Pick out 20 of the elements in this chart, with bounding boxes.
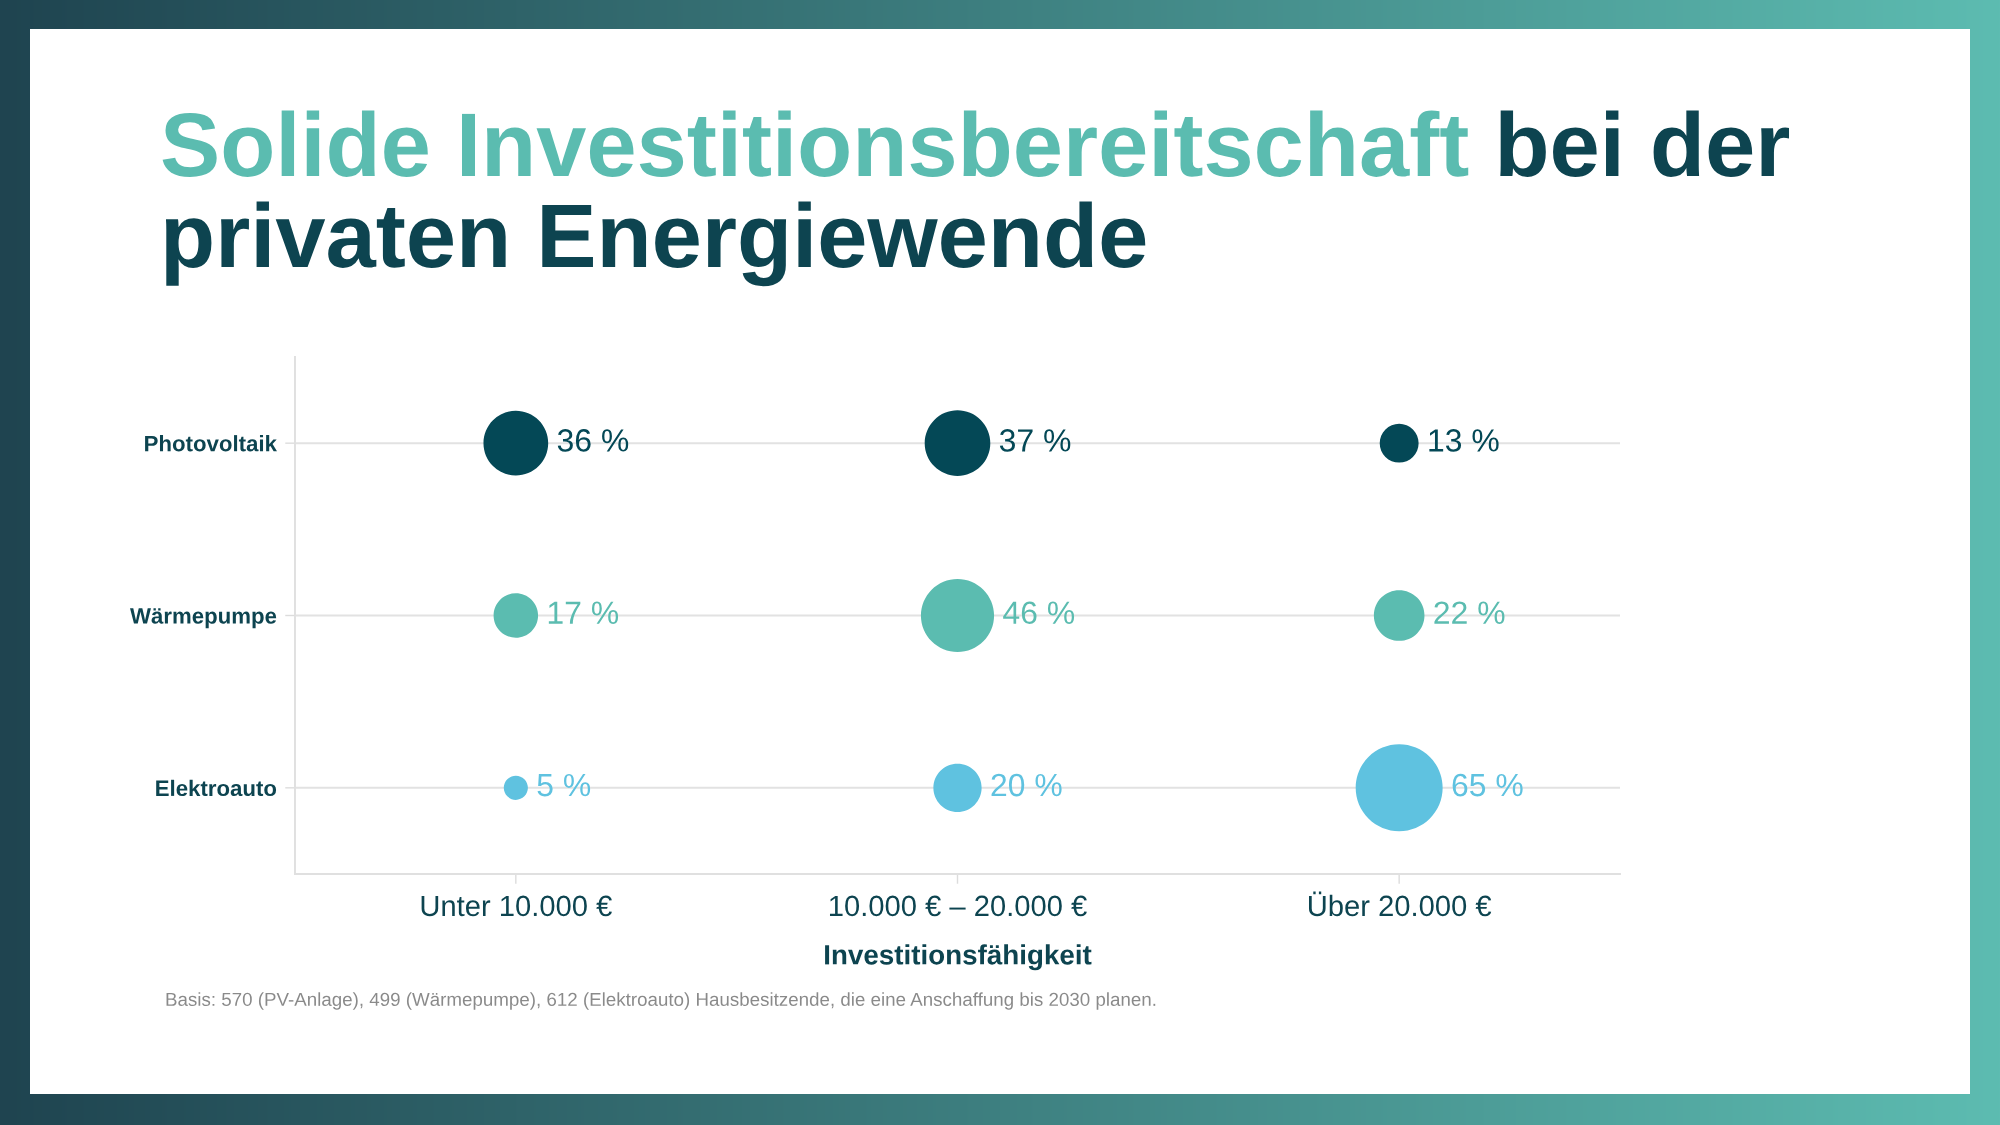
text: Solide Investitionsbereitschaft — [162, 110, 1469, 177]
data-label: 37 % — [999, 429, 1071, 452]
text: Investitionsfähigkeit — [825, 944, 1092, 971]
text: privaten Energiewende — [165, 201, 1146, 287]
text: Basis: 570 (PV-Anlage), 499 (Wärmepumpe), 612 (Elektroauto) Hausbesitzende, die eine Anschaffung bis 2030 planen. — [166, 992, 1156, 1010]
category-label: Elektroauto — [156, 779, 277, 797]
data-label: 5 % — [537, 773, 591, 797]
category-label: Wärmepumpe — [130, 608, 277, 629]
data-label: 36 % — [557, 429, 629, 452]
data-label: 20 % — [991, 773, 1062, 797]
data-label: 22 % — [1434, 601, 1505, 624]
data-label: 46 % — [1003, 601, 1075, 625]
data-label: 17 % — [548, 601, 619, 624]
category-label: Unter 10.000 € — [421, 895, 612, 917]
text: bei der — [1500, 110, 1790, 177]
category-label: Photovoltaik — [145, 435, 277, 452]
category-label: 10.000 € – 20.000 € — [829, 895, 1087, 917]
data-label: 13 % — [1429, 429, 1499, 452]
category-label: Über 20.000 € — [1309, 891, 1492, 917]
data-label: 65 % — [1452, 773, 1523, 797]
